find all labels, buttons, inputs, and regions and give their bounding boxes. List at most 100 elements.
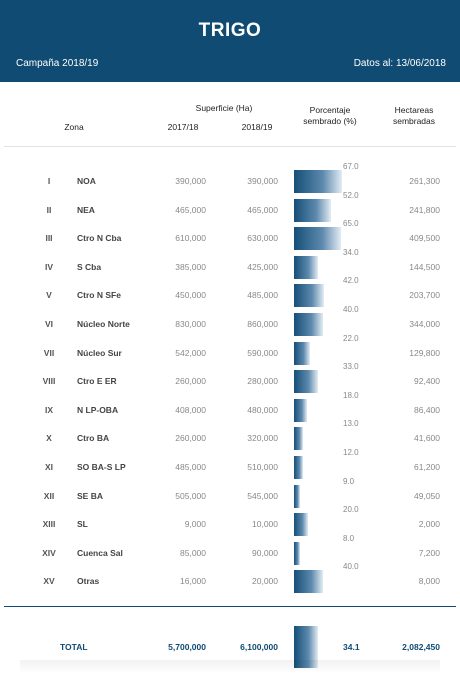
superficie-2017-18: 485,000 <box>175 462 206 472</box>
superficie-2017-18: 408,000 <box>175 404 206 415</box>
percentage-value: 13.0 <box>343 419 359 429</box>
zone-name: Ctro BA <box>77 433 110 444</box>
zone-number: IX <box>44 404 54 415</box>
page-title: TRIGO <box>198 20 262 41</box>
superficie-2017-18: 85,000 <box>180 547 206 558</box>
porcentaje-header-line1: Porcentaje <box>309 105 351 115</box>
zone-name: SE BA <box>77 490 103 501</box>
zone-number: XIV <box>42 547 56 558</box>
hectareas-sembradas: 409,500 <box>409 233 440 244</box>
percentage-value: 67.0 <box>343 162 359 171</box>
zone-name: Cuenca Sal <box>77 547 123 558</box>
hectareas-sembradas: 49,050 <box>414 490 440 501</box>
hectareas-sembradas: 261,300 <box>409 176 440 186</box>
zone-number: I <box>47 176 51 186</box>
table-row: IX N LP-OBA 408,000 480,000 18.0 86,400 <box>0 391 460 424</box>
superficie-2017-18: 260,000 <box>175 433 206 444</box>
table-row: XIII SL 9,000 10,000 20.0 2,000 <box>0 505 460 538</box>
table-row: VIII Ctro E ER 260,000 280,000 33.0 92,400 <box>0 362 460 395</box>
percentage-bar <box>294 513 309 537</box>
zone-number: VII <box>43 347 55 358</box>
superficie-2018-19: 320,000 <box>247 433 278 444</box>
percentage-value: 9.0 <box>343 476 355 486</box>
hectareas-sembradas: 61,200 <box>414 462 440 472</box>
report-header: TRIGO Campaña 2018/19 Datos al: 13/06/20… <box>0 0 460 82</box>
zone-number: II <box>46 204 52 215</box>
percentage-bar <box>294 341 310 365</box>
porcentaje-header-line2: sembrado (%) <box>303 116 357 126</box>
percentage-value: 42.0 <box>343 276 359 286</box>
table-row: XII SE BA 505,000 545,000 9.0 49,050 <box>0 477 460 510</box>
zone-number: X <box>46 433 52 444</box>
percentage-bar <box>294 255 319 279</box>
porcentaje-header: Porcentaje sembrado (%) <box>292 105 368 127</box>
total-percentage-bar <box>294 626 319 668</box>
superficie-2017-18: 610,000 <box>175 233 206 244</box>
hectareas-header: Hectareas sembradas <box>378 105 450 127</box>
superficie-2017-18: 542,000 <box>175 347 206 358</box>
superficie-2017-18: 16,000 <box>180 576 206 587</box>
hectareas-sembradas: 86,400 <box>414 404 440 415</box>
percentage-bar <box>294 484 301 508</box>
table-row: X Ctro BA 260,000 320,000 13.0 41,600 <box>0 419 460 452</box>
superficie-2018-19: 860,000 <box>247 319 278 329</box>
zone-name: NOA <box>77 176 96 186</box>
zone-name: SL <box>77 519 88 530</box>
percentage-bar <box>294 541 300 565</box>
table-row: V Ctro N SFe 450,000 485,000 42.0 203,700 <box>0 276 460 309</box>
superficie-2017-18: 390,000 <box>175 176 206 186</box>
zone-number: V <box>46 290 52 301</box>
zone-number: XV <box>43 576 55 587</box>
zone-number: XIII <box>42 519 56 530</box>
table-row: XIV Cuenca Sal 85,000 90,000 8.0 7,200 <box>0 534 460 567</box>
percentage-bar <box>294 313 323 336</box>
page-shadow <box>20 660 440 674</box>
total-superficie-2017-18: 5,700,000 <box>168 642 206 652</box>
percentage-bar <box>294 227 341 251</box>
table-row: III Ctro N Cba 610,000 630,000 65.0 409,500 <box>0 219 460 252</box>
percentage-bar <box>294 570 323 594</box>
superficie-2017-18: 260,000 <box>175 376 206 387</box>
table-row: VI Núcleo Norte 830,000 860,000 40.0 344,000 <box>0 305 460 338</box>
zone-name: Ctro E ER <box>77 376 117 387</box>
year-2018-19-header: 2018/19 <box>241 122 273 132</box>
table-row: II NEA 465,000 465,000 52.0 241,800 <box>0 191 460 224</box>
superficie-2018-19: 20,000 <box>252 576 278 587</box>
superficie-2018-19: 545,000 <box>247 490 278 501</box>
total-hectareas: 2,082,450 <box>402 642 440 652</box>
superficie-2018-19: 90,000 <box>252 547 278 558</box>
percentage-value: 18.0 <box>343 390 359 400</box>
superficie-header: Superficie (Ha) <box>195 103 253 113</box>
superficie-2018-19: 10,000 <box>252 519 278 530</box>
zone-name: Ctro N SFe <box>77 290 121 301</box>
percentage-value: 12.0 <box>343 448 359 457</box>
data-date-label: Datos al: 13/06/2018 <box>353 58 446 69</box>
zona-header: Zona <box>64 122 84 132</box>
superficie-2018-19: 425,000 <box>247 261 278 272</box>
superficie-2017-18: 830,000 <box>175 319 206 329</box>
percentage-bar <box>294 427 304 451</box>
hectareas-header-line2: sembradas <box>392 116 436 126</box>
superficie-2018-19: 480,000 <box>247 404 278 415</box>
percentage-bar <box>294 370 318 394</box>
table-row: XI SO BA-S LP 485,000 510,000 12.0 61,200 <box>0 448 460 481</box>
header-divider <box>4 146 456 147</box>
superficie-2018-19: 510,000 <box>247 462 278 472</box>
total-row: TOTAL 5,700,000 6,100,000 34.1 2,082,450 <box>0 626 460 668</box>
superficie-2018-19: 280,000 <box>247 376 278 387</box>
percentage-value: 65.0 <box>343 219 359 229</box>
zone-number: XI <box>44 462 54 472</box>
superficie-2017-18: 505,000 <box>175 490 206 501</box>
superficie-2018-19: 590,000 <box>247 347 278 358</box>
zone-number: IV <box>44 261 54 272</box>
table-row: VII Núcleo Sur 542,000 590,000 22.0 129,800 <box>0 334 460 367</box>
percentage-value: 34.0 <box>343 247 359 257</box>
total-label: TOTAL <box>60 642 88 652</box>
superficie-2018-19: 630,000 <box>247 233 278 244</box>
percentage-value: 33.0 <box>343 362 359 372</box>
zone-name: NEA <box>77 204 95 215</box>
table-row: XV Otras 16,000 20,000 40.0 8,000 <box>0 562 460 595</box>
zone-name: Otras <box>77 576 100 587</box>
superficie-2017-18: 385,000 <box>175 261 206 272</box>
campaign-label: Campaña 2018/19 <box>16 58 99 69</box>
